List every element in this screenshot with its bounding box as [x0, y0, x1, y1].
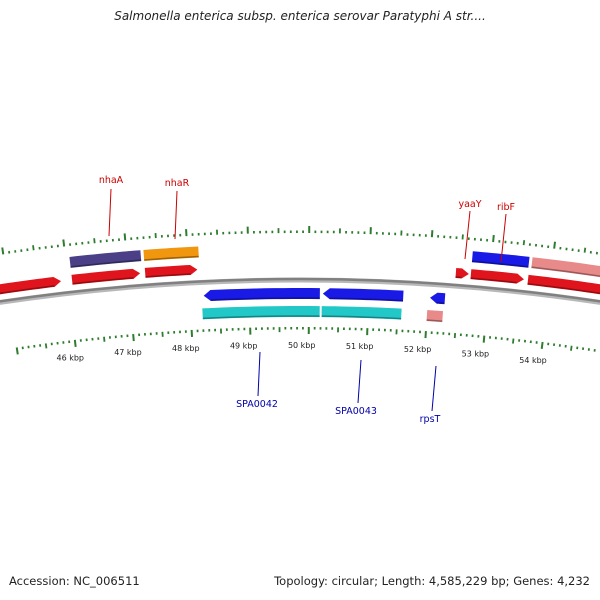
- yaaY-leader-line: [464, 210, 471, 260]
- inner-scale-tick: [132, 333, 135, 342]
- rpsT-gene-block-edge: [426, 319, 443, 322]
- nhaA-label: nhaA: [99, 175, 124, 186]
- outer-scale-tick: [1, 247, 5, 255]
- tick-label-51: 51 kbp: [346, 342, 374, 351]
- inner-scale-tick: [44, 343, 48, 349]
- forward-gene-block-edge: [0, 285, 55, 295]
- scale-outer-ticks: [1, 226, 598, 255]
- nhaR-gene-block-edge: [144, 255, 199, 261]
- feature-tracks: [0, 246, 600, 323]
- backbone-line: [0, 277, 600, 303]
- forward-gene-block-right-edge: [527, 283, 600, 295]
- nhaA-forward-block-edge: [72, 277, 134, 285]
- SPA0043-label: SPA0043: [335, 406, 377, 417]
- tick-labels: 46 kbp 47 kbp 48 kbp 49 kbp 50 kbp 51 kbp 52 k…: [57, 341, 547, 365]
- nhaR-forward-block: [144, 264, 198, 278]
- map-title: Salmonella enterica subsp. enterica sero…: [114, 9, 486, 23]
- outer-scale-tick: [62, 239, 66, 247]
- tick-label-52: 52 kbp: [404, 345, 432, 354]
- ribF-leader-line: [500, 213, 507, 263]
- nhaA-gene-block-edge: [70, 259, 142, 268]
- SPA0043-reverse-block-edge: [329, 297, 404, 302]
- ribF-label: ribF: [497, 202, 515, 213]
- ribF-forward-block-edge: [470, 277, 517, 284]
- genome-summary-text: Topology: circular; Length: 4,585,229 bp…: [274, 574, 590, 588]
- SPA0043-leader-line: [357, 359, 362, 404]
- tick-label-53: 53 kbp: [462, 350, 490, 359]
- SPA0042-reverse-block-edge: [210, 297, 320, 301]
- SPA0042-reverse-block: [203, 288, 320, 301]
- ribF-gene-block: [531, 257, 600, 278]
- inner-scale-tick: [73, 339, 77, 347]
- forward-gene-block-right: [527, 274, 600, 295]
- outer-scale-tick: [492, 234, 495, 243]
- outer-scale-tick: [32, 245, 35, 251]
- ribF-forward-block: [470, 269, 524, 284]
- inner-scale-tick: [512, 338, 515, 344]
- tick-label-48: 48 kbp: [172, 344, 200, 353]
- SPA0043-reverse-block: [322, 288, 404, 302]
- rpsT-label: rpsT: [420, 414, 441, 425]
- forward-gene-block: [0, 276, 62, 295]
- nhaR-forward-block-edge: [145, 273, 191, 278]
- genome-backbone: [0, 277, 600, 305]
- SPA0042-gene-block-edge: [202, 315, 320, 320]
- tick-label-47: 47 kbp: [114, 348, 142, 357]
- nhaA-forward-block: [71, 268, 141, 285]
- SPA0043-gene-block: [321, 306, 402, 320]
- outer-scale-tick: [583, 247, 587, 253]
- SPA0042-leader-line: [257, 351, 261, 397]
- rpsT-reverse-block-edge: [436, 301, 445, 304]
- rpsT-gene-block: [426, 310, 444, 323]
- nhaR-label: nhaR: [165, 178, 190, 189]
- scale-inner-ticks: [15, 327, 596, 355]
- yaaY-gene-block-edge: [471, 260, 529, 268]
- inner-scale-tick: [570, 345, 573, 351]
- outer-scale-tick: [553, 241, 557, 249]
- rpsT-reverse-block: [430, 292, 446, 305]
- SPA0042-label: SPA0042: [236, 399, 278, 410]
- gene-labels: nhaA nhaR SPA0042 SPA0043 rpsT yaaY ribF: [99, 175, 515, 425]
- outer-scale-tick: [123, 233, 127, 241]
- SPA0042-gene-block: [202, 306, 320, 320]
- SPA0043-gene-block-edge: [321, 315, 402, 320]
- tick-label-54: 54 kbp: [519, 356, 547, 365]
- yaaY-label: yaaY: [458, 199, 481, 210]
- rpsT-leader-line: [431, 365, 437, 412]
- yaaY-forward-block: [455, 268, 469, 279]
- inner-scale-tick: [540, 341, 544, 350]
- map-footer: Accession: NC_006511 Topology: circular;…: [0, 574, 600, 590]
- tick-label-49: 49 kbp: [230, 342, 258, 351]
- nhaA-gene-block: [69, 250, 142, 268]
- ribF-gene-block-edge: [531, 266, 600, 277]
- nhaR-leader-line: [174, 190, 178, 240]
- tick-label-46: 46 kbp: [57, 354, 85, 363]
- yaaY-gene-block: [471, 251, 530, 268]
- accession-text: Accession: NC_006511: [9, 574, 140, 588]
- nhaR-gene-block: [143, 246, 199, 261]
- inner-scale-tick: [482, 335, 486, 343]
- tick-label-50: 50 kbp: [288, 341, 316, 350]
- nhaA-leader-line: [108, 188, 112, 237]
- outer-scale-tick: [522, 240, 526, 246]
- inner-scale-tick: [15, 347, 19, 355]
